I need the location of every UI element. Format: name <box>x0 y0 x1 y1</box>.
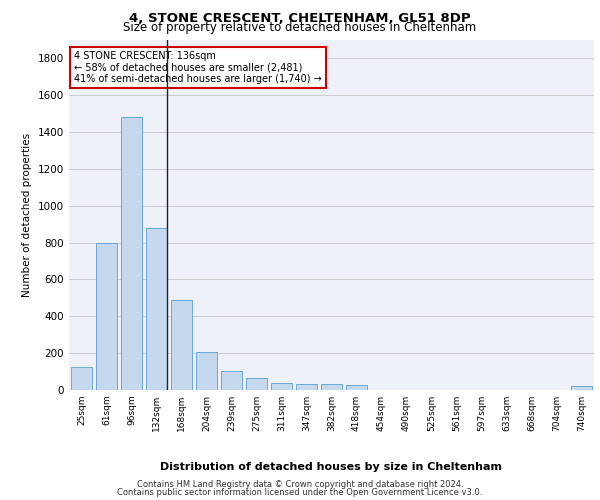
Bar <box>121 118 142 390</box>
Bar <box>271 382 292 390</box>
Bar <box>171 300 192 390</box>
Text: Contains public sector information licensed under the Open Government Licence v3: Contains public sector information licen… <box>118 488 482 497</box>
Bar <box>296 384 317 390</box>
Bar <box>346 386 367 390</box>
Text: Size of property relative to detached houses in Cheltenham: Size of property relative to detached ho… <box>124 22 476 35</box>
Bar <box>221 370 242 390</box>
Text: 4, STONE CRESCENT, CHELTENHAM, GL51 8DP: 4, STONE CRESCENT, CHELTENHAM, GL51 8DP <box>129 12 471 24</box>
Bar <box>196 352 217 390</box>
Text: 4 STONE CRESCENT: 136sqm
← 58% of detached houses are smaller (2,481)
41% of sem: 4 STONE CRESCENT: 136sqm ← 58% of detach… <box>74 50 322 84</box>
X-axis label: Distribution of detached houses by size in Cheltenham: Distribution of detached houses by size … <box>161 462 503 472</box>
Bar <box>96 242 117 390</box>
Y-axis label: Number of detached properties: Number of detached properties <box>22 133 32 297</box>
Bar <box>321 384 342 390</box>
Bar <box>71 367 92 390</box>
Text: Contains HM Land Registry data © Crown copyright and database right 2024.: Contains HM Land Registry data © Crown c… <box>137 480 463 489</box>
Bar <box>146 228 167 390</box>
Bar <box>246 378 267 390</box>
Bar <box>571 386 592 390</box>
